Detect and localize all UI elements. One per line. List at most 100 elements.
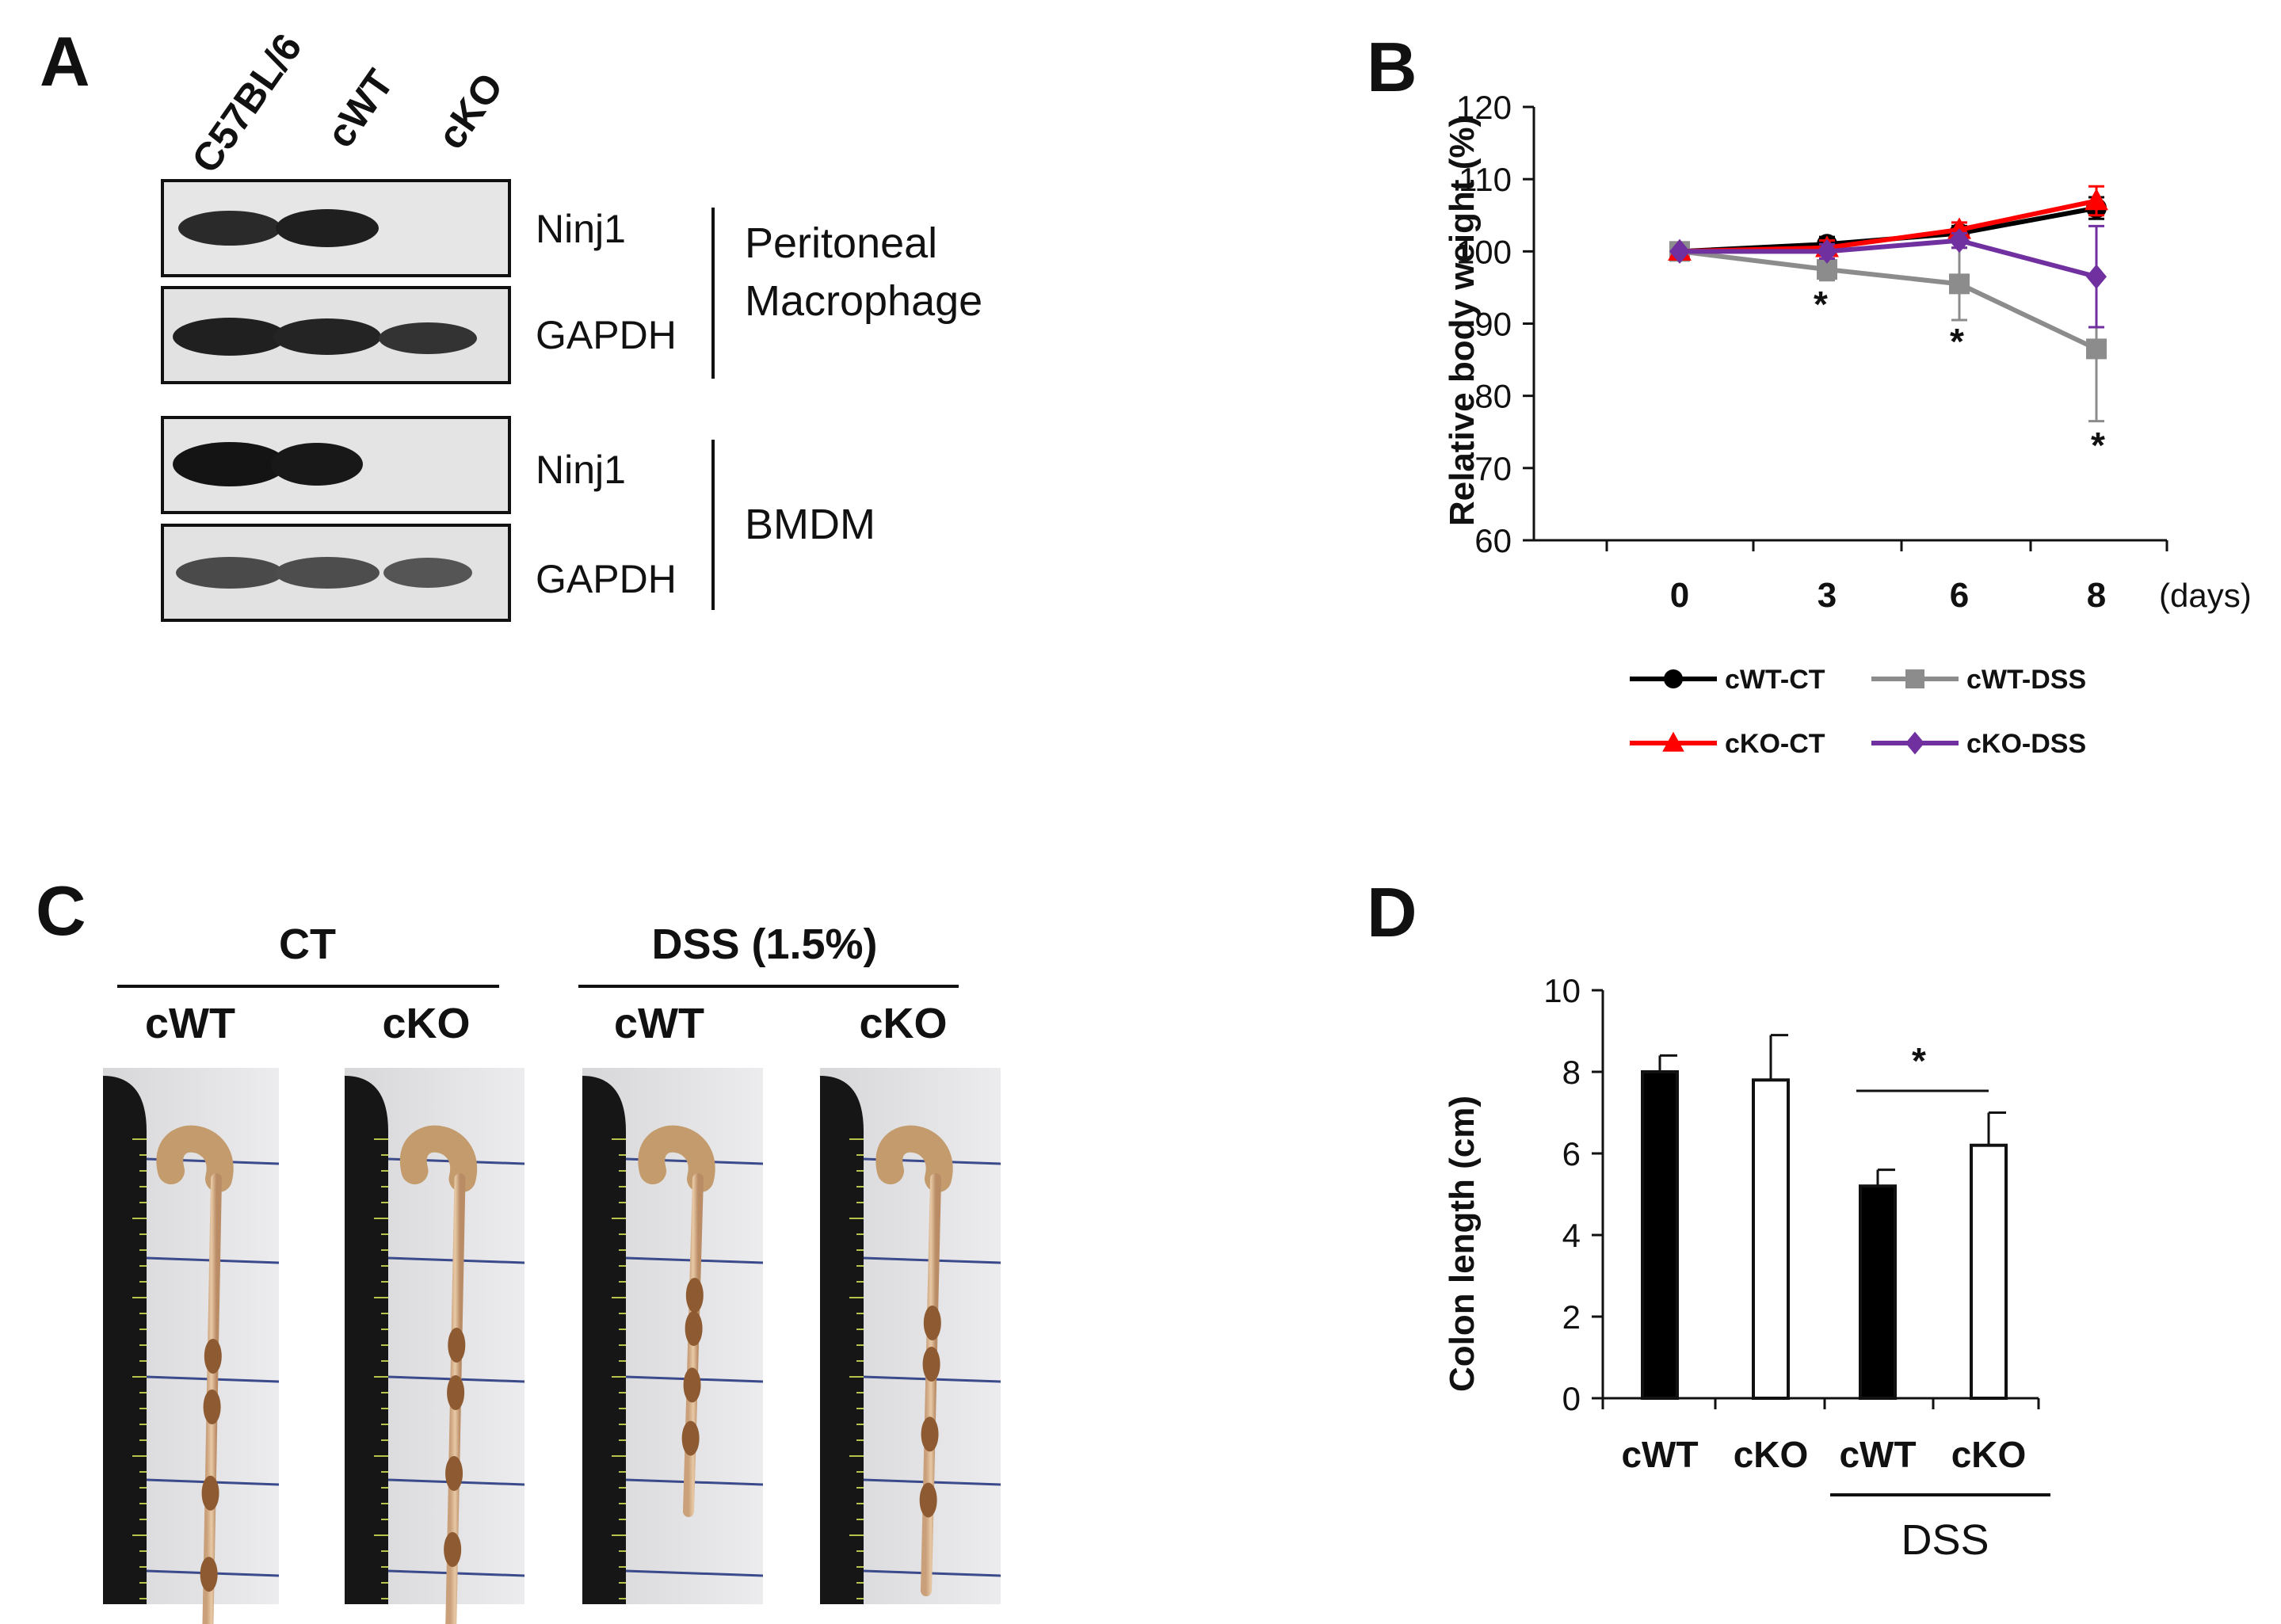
x-tick-label: 6 [1950,576,1969,615]
series-line [1680,238,2097,280]
series-line [1679,249,2098,352]
ruler [345,1076,388,1604]
panel-label-a: A [40,22,90,101]
colon-photo [345,1068,525,1624]
x-tick-label: cWT [1621,1434,1698,1475]
blot-gapdh-bmdm [161,524,511,622]
bar-group: cKO [1734,1034,1809,1475]
blot-label-ninj1-2: Ninj1 [536,448,626,492]
panel-label-b: B [1367,28,1417,106]
blot-label-ninj1-1: Ninj1 [536,207,626,251]
legend-item: cKO-CT [1630,729,1825,759]
stool-pellet [921,1416,939,1452]
significance-star: * [1950,321,1964,362]
significance-star: * [1912,1040,1926,1081]
y-tick-label: 100 [1456,233,1512,270]
y-tick-label: 120 [1456,89,1512,126]
colon-photo [820,1068,1001,1604]
photo-label-dss-cwt: cWT [614,1000,704,1047]
y-tick-label: 2 [1562,1298,1581,1336]
group-label-macrophage: Macrophage [745,277,982,325]
cecum [638,1125,715,1192]
stool-pellet [448,1328,466,1363]
legend-marker [1662,731,1684,752]
data-point [1669,238,1690,264]
bar-chart: 0 2 4 6 8 10 cWT cKO cWT cKO * [1543,972,2040,1475]
grid-line [625,1569,764,1577]
bar-group: cWT [1839,1168,1917,1475]
blot-label-gapdh-2: GAPDH [536,557,677,601]
legend-item: cKO-DSS [1871,729,2086,759]
legend-label: cKO-DSS [1966,729,2086,759]
data-point [1949,228,1970,254]
photo-label-ct-cwt: cWT [145,1000,235,1047]
stool-pellet [923,1306,941,1340]
legend-marker [1664,669,1683,688]
bar [1752,1078,1790,1401]
blot-label-gapdh-1: GAPDH [536,313,677,357]
series-cKO-DSS [1669,224,2107,329]
x-tick-label: cKO [1951,1434,2027,1475]
stool-pellet [200,1557,218,1592]
y-tick-label: 80 [1474,378,1512,415]
line-chart: 60 70 80 90 100 110 120 0 3 6 8 * * * [1456,89,2168,615]
bar-group: cWT [1621,1054,1699,1475]
stool-pellet [203,1390,221,1424]
y-tick-label: 110 [1459,161,1512,198]
ruler [820,1076,864,1604]
photo-label-ct-cko: cKO [382,1000,470,1047]
data-point [2086,338,2107,360]
legend-item: cWT-CT [1630,665,1825,695]
data-point [2086,264,2107,289]
x-tick-label: cWT [1839,1434,1916,1475]
cecum [399,1125,478,1192]
y-tick-label: 0 [1562,1380,1581,1417]
stool-pellet [922,1347,940,1382]
data-point [2085,188,2108,211]
stool-pellet [685,1278,704,1313]
bar-group: cKO [1951,1111,2027,1475]
y-tick-label: 60 [1474,522,1512,559]
y-tick-label: 6 [1562,1135,1581,1172]
panel-label-c: C [36,871,86,950]
lane-label-cko: cKO [429,65,512,157]
ruler [582,1076,626,1604]
cecum [875,1125,953,1192]
colon-photos [103,1068,1001,1624]
group-label-peritoneal: Peritoneal [745,219,937,267]
colon-photo [103,1068,280,1624]
group-label-bmdm: BMDM [745,501,875,548]
significance-star: * [2091,425,2105,466]
blot-ninj1-peritoneal [161,179,511,277]
lane-labels: C57BL/6 cWT cKO [183,25,512,181]
group-label-dss: DSS (1.5%) [651,921,877,968]
colon-photo [582,1068,764,1604]
y-tick-label: 8 [1562,1054,1581,1091]
x-tick-label: 8 [2087,576,2106,615]
x-tick-label: 0 [1670,576,1689,615]
y-tick-label: 4 [1562,1217,1581,1254]
bar [1970,1143,2008,1400]
legend-marker [1905,669,1924,688]
blot-gapdh-peritoneal [161,286,511,384]
bar [1641,1070,1679,1400]
stool-pellet [681,1420,700,1456]
line-chart-legend: cWT-CT cWT-DSS cKO-CT cKO-DSS [1630,665,2086,759]
stool-pellet [685,1311,703,1346]
stool-pellet [444,1532,462,1567]
line-chart-xlabel: (days) [2159,577,2252,614]
x-tick-label: cKO [1734,1434,1809,1475]
bar-chart-group-label: DSS [1901,1516,1989,1564]
legend-item: cWT-DSS [1871,665,2086,695]
data-point [1817,238,1837,264]
y-tick-label: 10 [1543,972,1581,1009]
legend-label: cKO-CT [1725,729,1825,759]
data-point [1949,273,1970,295]
bar-chart-ylabel: Colon length (cm) [1443,1096,1482,1392]
x-tick-label: 3 [1818,576,1837,615]
legend-label: cWT-CT [1725,665,1825,695]
colon [921,1173,941,1596]
colon [202,1173,222,1624]
series-line [1679,198,2097,254]
